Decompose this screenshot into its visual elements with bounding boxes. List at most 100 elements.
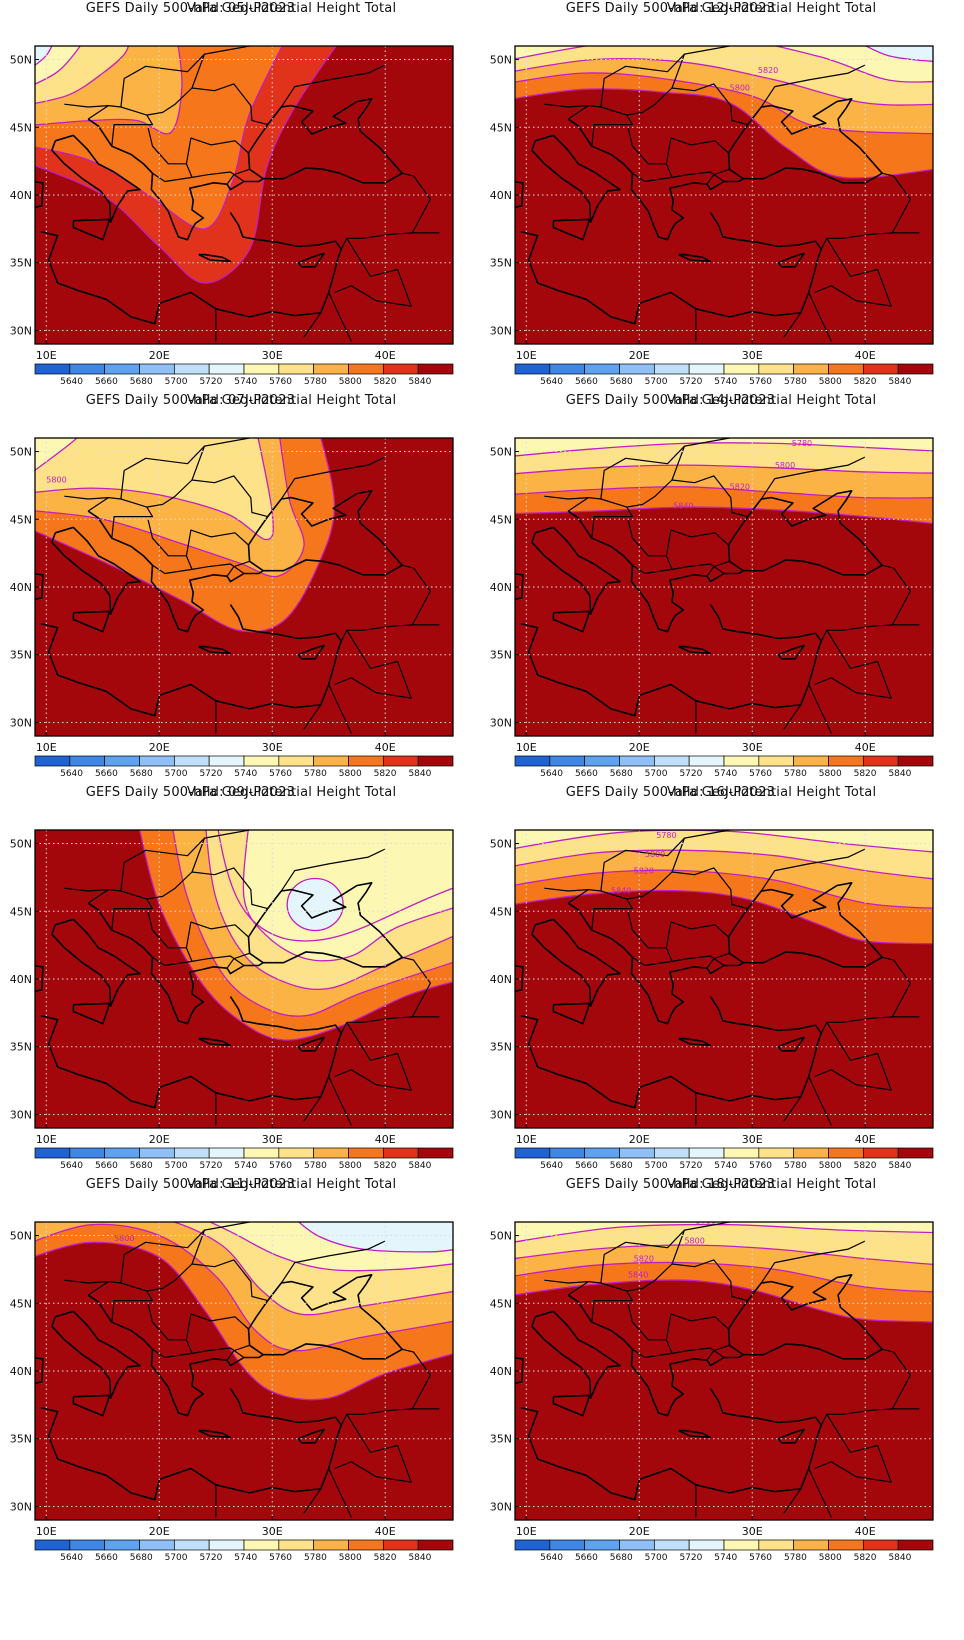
colorbar-label: 5680 (610, 769, 633, 779)
contour-label: 5820 (758, 66, 778, 75)
colorbar-label: 5740 (714, 1553, 737, 1563)
colorbar-swatch (348, 1147, 384, 1159)
panel-title: GEFS Daily 500-hPa Geo-Potential Height … (85, 393, 397, 408)
colorbar-swatch (828, 1147, 864, 1159)
panel-title: GEFS Daily 500-hPa Geo-Potential Height … (85, 1, 397, 16)
height-band (286, 877, 344, 932)
colorbar-swatch (758, 755, 795, 767)
colorbar-swatch (723, 363, 760, 375)
colorbar-swatch (313, 363, 349, 375)
colorbar-swatch (619, 1147, 655, 1159)
colorbar-swatch (514, 1539, 551, 1551)
lon-tick-label: 10E (516, 349, 537, 362)
colorbar-label: 5780 (304, 1553, 327, 1563)
colorbar-swatch (514, 1147, 551, 1159)
colorbar-label: 5720 (679, 769, 702, 779)
lat-tick-label: 50N (490, 446, 512, 459)
colorbar-swatch (688, 1147, 725, 1159)
map-panel: 5820 5800 30N 35N 40N 45N 50N 10E 20E 30E 40E 5640 5… (480, 0, 962, 410)
colorbar-swatch (313, 755, 349, 767)
colorbar-swatch (243, 755, 280, 767)
colorbar-label: 5820 (854, 769, 877, 779)
contour-label: 5820 (634, 866, 654, 875)
colorbar-label: 5660 (95, 377, 118, 387)
lat-tick-label: 40N (10, 1365, 32, 1378)
geopotential-map: 30N 35N 40N 45N 50N 10E 20E 30E 40E 5640 5660 5680 5… (10, 829, 454, 1171)
colorbar-swatch (723, 1147, 760, 1159)
lon-tick-label: 40E (855, 349, 876, 362)
lat-tick-label: 45N (490, 121, 512, 134)
lat-tick-label: 45N (10, 905, 32, 918)
map-panel: 5780 5800 5820 5840 30N 35N 40N 45N 50N 10E 20E 30E… (480, 784, 962, 1194)
colorbar-swatch (208, 755, 245, 767)
colorbar-label: 5800 (339, 1553, 362, 1563)
contour-label: 5800 (684, 1237, 704, 1246)
contour-label: 5840 (628, 1271, 648, 1280)
colorbar-label: 5640 (60, 1161, 83, 1171)
colorbar-swatch (653, 1539, 690, 1551)
colorbar-label: 5680 (130, 1161, 153, 1171)
colorbar-label: 5660 (95, 1553, 118, 1563)
colorbar-swatch (104, 1539, 140, 1551)
colorbar-swatch (862, 363, 899, 375)
colorbar-label: 5820 (854, 1161, 877, 1171)
colorbar-swatch (69, 1539, 106, 1551)
colorbar-swatch (34, 755, 71, 767)
lat-tick-label: 50N (490, 54, 512, 67)
lon-tick-label: 10E (36, 1133, 57, 1146)
colorbar-swatch (723, 1539, 760, 1551)
colorbar-swatch (549, 1539, 586, 1551)
colorbar-label: 5680 (610, 1553, 633, 1563)
colorbar-label: 5780 (784, 1553, 807, 1563)
colorbar-swatch (862, 755, 899, 767)
lon-tick-label: 20E (629, 741, 650, 754)
map-panel: 5800 30N 35N 40N 45N 50N 10E 20E 30E 40E 5640 5660 5… (0, 1176, 482, 1586)
lat-tick-label: 30N (490, 1500, 512, 1513)
map-panel: 30N 35N 40N 45N 50N 10E 20E 30E 40E 5640 5660 5680 5… (0, 0, 482, 410)
colorbar-label: 5740 (714, 1161, 737, 1171)
lat-tick-label: 50N (10, 838, 32, 851)
colorbar-label: 5800 (819, 377, 842, 387)
colorbar-swatch (758, 363, 795, 375)
colorbar-swatch (793, 1539, 829, 1551)
colorbar-label: 5760 (269, 1161, 292, 1171)
height-band (35, 438, 274, 540)
colorbar-swatch (688, 363, 725, 375)
colorbar-label: 5780 (304, 377, 327, 387)
colorbar-swatch (549, 363, 586, 375)
height-band (35, 46, 52, 66)
colorbar-label: 5720 (199, 1553, 222, 1563)
colorbar-label: 5820 (374, 1161, 397, 1171)
colorbar-swatch (417, 1539, 454, 1551)
colorbar-label: 5840 (888, 1553, 911, 1563)
colorbar-swatch (139, 755, 175, 767)
colorbar-label: 5660 (95, 769, 118, 779)
panel-valid-date: Valid: 05Jul2023 (186, 1, 296, 16)
panel-valid-date: Valid: 14Jul2023 (666, 393, 776, 408)
colorbar-label: 5640 (540, 1553, 563, 1563)
colorbar-label: 5680 (610, 1161, 633, 1171)
colorbar-swatch (173, 755, 210, 767)
colorbar-swatch (104, 755, 140, 767)
colorbar-label: 5740 (714, 769, 737, 779)
height-band (515, 46, 933, 106)
colorbar-swatch (653, 363, 690, 375)
lat-tick-label: 50N (490, 838, 512, 851)
contour-label: 5780 (696, 1216, 716, 1225)
colorbar-label: 5800 (819, 1553, 842, 1563)
lon-tick-label: 30E (262, 1133, 283, 1146)
colorbar-label: 5660 (575, 1161, 598, 1171)
colorbar-swatch (104, 363, 140, 375)
colorbar-swatch (69, 755, 106, 767)
lon-tick-label: 40E (855, 1525, 876, 1538)
height-band (515, 438, 933, 456)
lat-tick-label: 40N (10, 973, 32, 986)
colorbar-swatch (313, 1147, 349, 1159)
colorbar-label: 5680 (130, 1553, 153, 1563)
colorbar-swatch (514, 363, 551, 375)
colorbar-label: 5820 (374, 377, 397, 387)
colorbar-label: 5720 (679, 377, 702, 387)
lon-tick-label: 40E (375, 1525, 396, 1538)
colorbar-swatch (139, 1539, 175, 1551)
colorbar-swatch (278, 1539, 315, 1551)
